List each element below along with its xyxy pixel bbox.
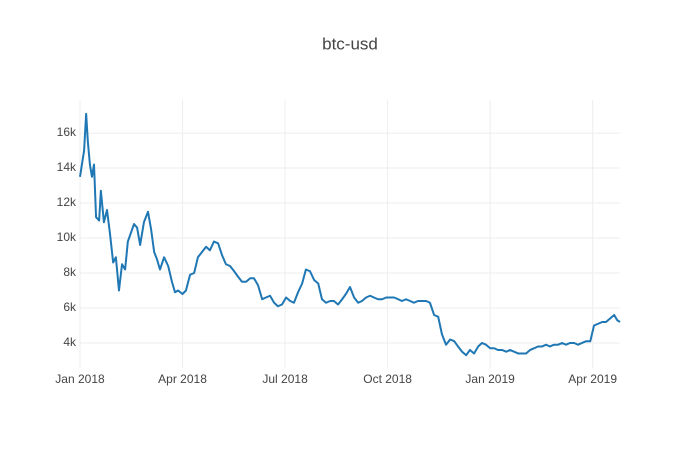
y-tick-label: 8k [63,265,77,279]
y-tick-label: 16k [57,125,77,139]
chart-title: btc-usd [322,34,378,53]
y-tick-label: 10k [57,230,77,244]
price-line [79,112,621,357]
x-tick-label: Jul 2018 [262,372,308,386]
x-tick-label: Apr 2018 [158,372,207,386]
y-tick-label: 12k [57,195,77,209]
y-tick-label: 14k [57,160,77,174]
x-tick-label: Jan 2019 [465,372,515,386]
y-tick-label: 4k [63,335,77,349]
x-tick-label: Apr 2019 [568,372,617,386]
x-tick-label: Jan 2018 [55,372,105,386]
y-tick-label: 6k [63,300,77,314]
x-tick-label: Oct 2018 [363,372,412,386]
